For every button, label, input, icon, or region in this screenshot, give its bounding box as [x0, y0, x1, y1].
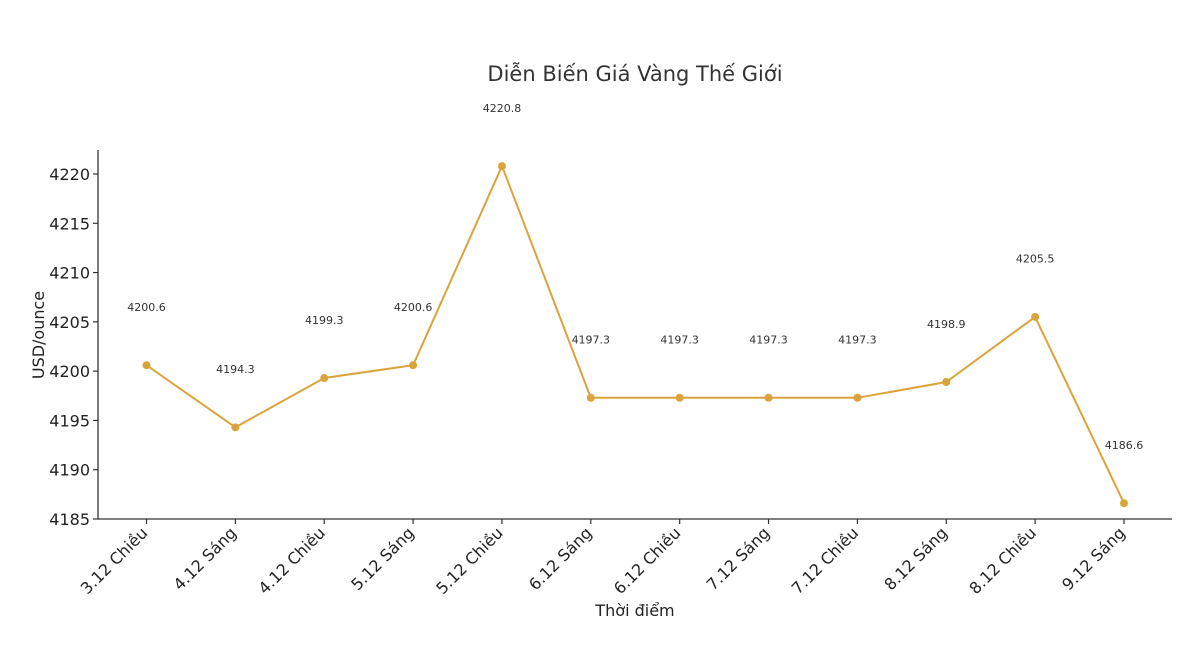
x-tick-label: 8.12 Sáng — [880, 523, 951, 594]
data-label: 4186.6 — [1105, 439, 1144, 452]
data-point — [231, 423, 240, 432]
data-label: 4197.3 — [660, 334, 699, 347]
x-tick-label: 7.12 Sáng — [703, 523, 774, 594]
data-point — [1120, 499, 1128, 508]
data-point — [409, 361, 418, 370]
x-tick-label: 3.12 Chiều — [77, 523, 152, 598]
data-label: 4200.6 — [127, 301, 166, 314]
axes — [97, 150, 1172, 520]
x-axis-label: Thời điểm — [594, 601, 674, 620]
x-tick-label: 5.12 Chiều — [432, 523, 507, 598]
x-tick-label: 6.12 Sáng — [525, 523, 596, 594]
data-point — [497, 162, 506, 171]
x-tick-label: 4.12 Chiều — [254, 523, 329, 598]
data-point — [764, 393, 773, 402]
y-tick-label: 4210 — [49, 264, 90, 283]
y-tick-label: 4220 — [49, 165, 90, 184]
y-tick-label: 4190 — [49, 461, 90, 480]
y-axis-ticks: 4185 4190 4195 4200 4205 4210 4215 4220 — [49, 165, 98, 529]
y-tick-label: 4215 — [49, 214, 90, 233]
data-point — [853, 393, 862, 402]
data-label: 4220.8 — [483, 102, 522, 115]
data-point — [675, 393, 684, 402]
data-point — [320, 374, 329, 383]
data-label: 4197.3 — [838, 334, 877, 347]
y-tick-label: 4205 — [49, 313, 90, 332]
y-tick-label: 4185 — [49, 510, 90, 529]
x-tick-label: 8.12 Chiều — [965, 523, 1040, 598]
data-point — [586, 393, 595, 402]
y-axis-label: USD/ounce — [29, 291, 48, 379]
data-point — [142, 361, 151, 370]
data-label: 4205.5 — [1016, 253, 1055, 266]
y-tick-label: 4195 — [49, 411, 90, 430]
data-point — [1031, 312, 1040, 321]
data-label: 4200.6 — [394, 301, 433, 314]
x-axis-ticks: 3.12 Chiều 4.12 Sáng 4.12 Chiều 5.12 Sáng 5.… — [77, 519, 1129, 598]
data-label: 4197.3 — [572, 334, 611, 347]
data-points — [142, 162, 1128, 508]
x-tick-label: 9.12 Sáng — [1058, 523, 1129, 594]
data-point — [942, 377, 951, 386]
data-labels: 4200.6 4194.3 4199.3 4200.6 4220.8 4197.3 4197… — [127, 102, 1143, 452]
series-line — [145, 163, 1125, 504]
x-tick-label: 6.12 Chiều — [610, 523, 685, 598]
x-tick-label: 4.12 Sáng — [170, 523, 241, 594]
data-label: 4194.3 — [216, 363, 255, 376]
chart-title: Diễn Biến Giá Vàng Thế Giới — [487, 61, 782, 86]
data-label: 4199.3 — [305, 314, 344, 327]
y-tick-label: 4200 — [49, 362, 90, 381]
x-tick-label: 7.12 Chiều — [788, 523, 863, 598]
x-tick-label: 5.12 Sáng — [347, 523, 418, 594]
data-label: 4197.3 — [749, 334, 788, 347]
data-label: 4198.9 — [927, 318, 966, 331]
